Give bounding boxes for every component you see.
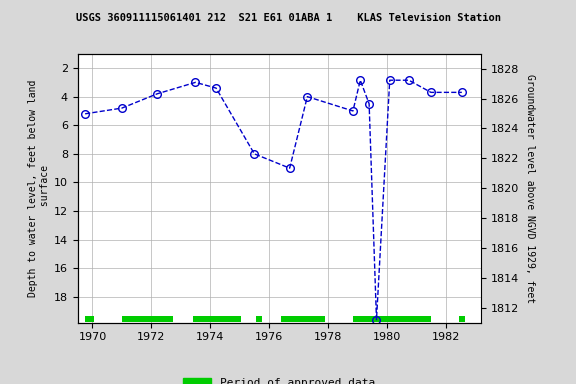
Bar (85, 316, 94, 322)
Y-axis label: Depth to water level, feet below land
 surface: Depth to water level, feet below land su… (28, 79, 50, 297)
Bar (459, 316, 465, 322)
Bar (192, 316, 241, 322)
Bar (353, 316, 431, 322)
Bar (281, 316, 325, 322)
Text: USGS 360911115061401 212  S21 E61 01ABA 1    KLAS Television Station: USGS 360911115061401 212 S21 E61 01ABA 1… (75, 13, 501, 23)
Bar (256, 316, 262, 322)
Bar (122, 316, 173, 322)
Y-axis label: Groundwater level above NGVD 1929, feet: Groundwater level above NGVD 1929, feet (525, 74, 535, 303)
Legend: Period of approved data: Period of approved data (179, 373, 380, 384)
